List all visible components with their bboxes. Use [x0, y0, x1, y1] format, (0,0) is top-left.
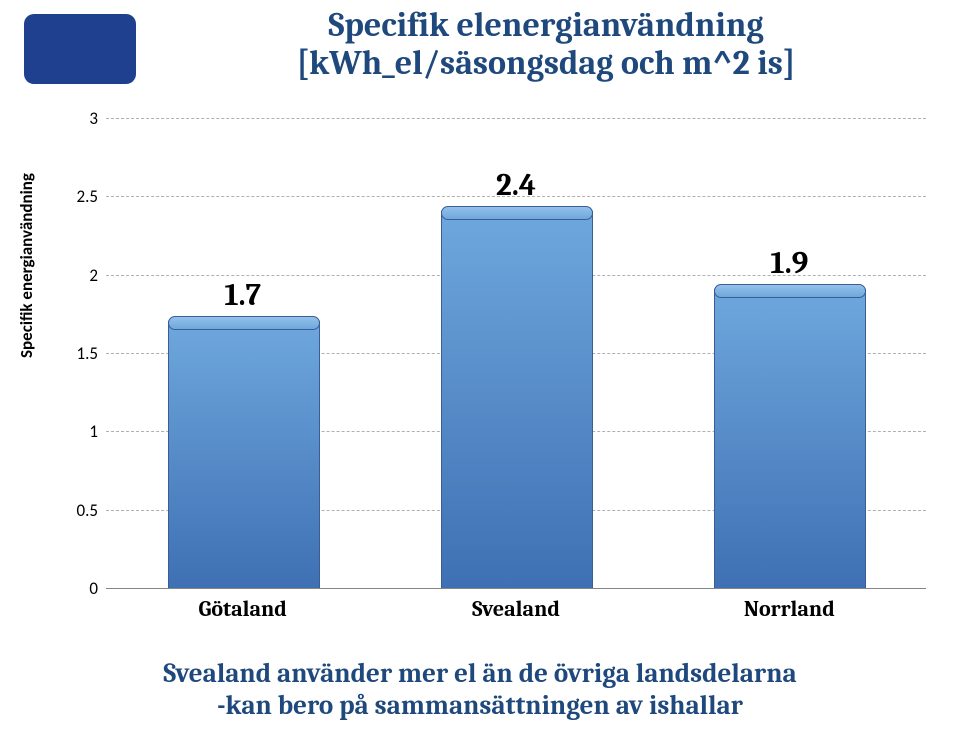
category-label: Svealand	[379, 596, 652, 622]
bar	[168, 321, 320, 588]
y-tick-label: 0.5	[58, 500, 98, 521]
bar	[714, 289, 866, 588]
title-line-1: Specifik elenergianvändning	[166, 6, 926, 44]
y-tick-label: 2	[58, 265, 98, 286]
y-axis-label: Specifik energianvändning	[16, 173, 37, 358]
chart-title: Specifik elenergianvändning [kWh_el/säso…	[166, 6, 926, 82]
bar-cap	[441, 206, 593, 220]
y-tick-label: 0	[58, 578, 98, 599]
bar-cap	[714, 284, 866, 298]
y-tick-label: 3	[58, 108, 98, 129]
category-label: Götaland	[106, 596, 379, 622]
footer-text: Svealand använder mer el än de övriga la…	[0, 658, 960, 723]
bar-value-label: 1.7	[143, 277, 343, 313]
y-tick-label: 1	[58, 421, 98, 442]
bar-value-label: 1.9	[689, 245, 889, 281]
decorative-box	[24, 14, 136, 84]
footer-line-2: -kan bero på sammansättningen av ishalla…	[0, 690, 960, 722]
slide: Specifik elenergianvändning [kWh_el/säso…	[0, 0, 960, 746]
bar-cap	[168, 316, 320, 330]
y-tick-label: 2.5	[58, 186, 98, 207]
x-axis-line	[106, 588, 926, 589]
category-label: Norrland	[653, 596, 926, 622]
y-tick-label: 1.5	[58, 343, 98, 364]
chart: Specifik energianvändning 00.511.522.531…	[24, 108, 936, 628]
plot-area: 00.511.522.531.7Götaland2.4Svealand1.9No…	[106, 118, 926, 588]
title-line-2: [kWh_el/säsongsdag och m^2 is]	[166, 44, 926, 82]
grid-line	[106, 118, 926, 119]
footer-line-1: Svealand använder mer el än de övriga la…	[0, 658, 960, 690]
bar	[441, 211, 593, 588]
bar-value-label: 2.4	[416, 167, 616, 203]
